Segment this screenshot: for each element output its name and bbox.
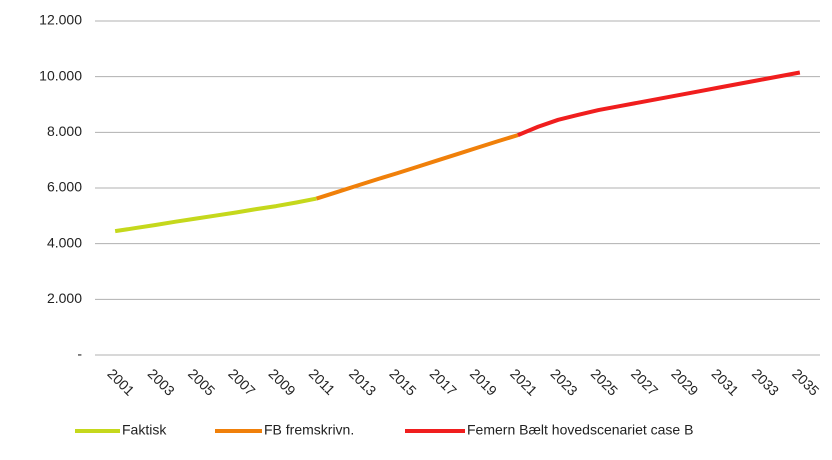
- y-tick-label: 6.000: [47, 179, 82, 195]
- x-tick-label: 2003: [145, 365, 178, 398]
- legend-label: Femern Bælt hovedscenariet case B: [467, 422, 693, 438]
- x-tick-label: 2013: [346, 365, 379, 398]
- x-tick-label: 2019: [467, 365, 500, 398]
- y-tick-label: 4.000: [47, 234, 82, 250]
- x-tick-label: 2035: [789, 365, 822, 398]
- x-tick-label: 2021: [507, 365, 540, 398]
- x-tick-label: 2001: [104, 365, 137, 398]
- series-line: [517, 70, 801, 137]
- legend-label: FB fremskrivn.: [264, 422, 354, 438]
- y-tick-label: 12.000: [39, 12, 82, 28]
- x-tick-label: 2011: [306, 365, 339, 398]
- legend-label: Faktisk: [122, 422, 167, 438]
- series-line: [114, 196, 317, 234]
- x-tick-label: 2027: [628, 365, 661, 398]
- y-tick-label: -: [77, 346, 82, 362]
- y-tick-label: 10.000: [39, 67, 82, 83]
- x-tick-label: 2029: [668, 365, 701, 398]
- x-tick-label: 2017: [427, 365, 460, 398]
- x-tick-label: 2023: [547, 365, 580, 398]
- x-tick-label: 2007: [225, 365, 258, 398]
- x-tick-label: 2005: [185, 365, 218, 398]
- x-tick-label: 2031: [709, 365, 742, 398]
- x-tick-label: 2033: [749, 365, 782, 398]
- x-tick-label: 2025: [588, 365, 621, 398]
- y-tick-label: 2.000: [47, 290, 82, 306]
- x-tick-label: 2009: [266, 365, 299, 398]
- series-line: [315, 133, 519, 201]
- x-tick-label: 2015: [386, 365, 419, 398]
- y-tick-label: 8.000: [47, 123, 82, 139]
